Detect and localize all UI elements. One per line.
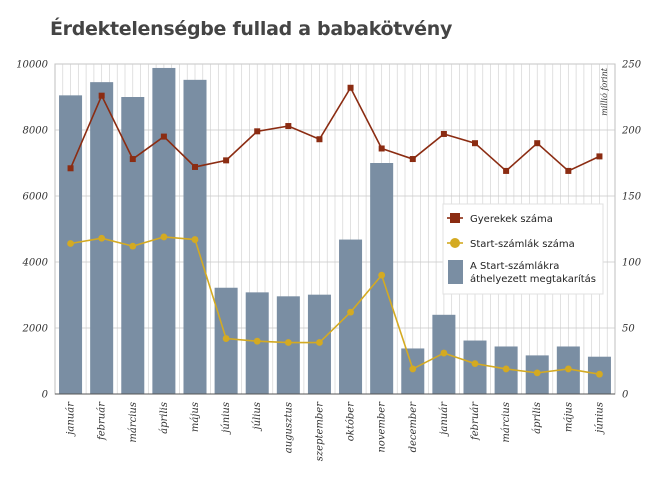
line-point — [284, 339, 292, 346]
x-tick-label: szeptember — [314, 401, 325, 461]
line-point — [316, 339, 323, 346]
line-point — [285, 123, 292, 130]
x-tick-label: május — [563, 402, 574, 432]
line-point — [160, 233, 168, 241]
x-tick-label: június — [221, 402, 232, 435]
right-tick-label: 250 — [621, 60, 642, 71]
legend-label: Start-számlák száma — [470, 238, 575, 250]
x-tick-label: december — [408, 401, 419, 453]
x-tick-label: március — [128, 402, 139, 443]
x-tick-label: július — [252, 402, 263, 432]
line-point — [316, 136, 323, 143]
bar — [339, 239, 363, 394]
series-line — [70, 236, 600, 375]
line-point — [409, 365, 417, 373]
legend-marker — [450, 213, 460, 223]
left-tick-label: 10000 — [16, 60, 48, 71]
line-point — [160, 133, 167, 140]
legend-swatch — [448, 260, 463, 284]
line-point — [67, 165, 74, 172]
line-point — [222, 335, 230, 342]
line-point — [129, 156, 136, 163]
x-tick-label: október — [346, 401, 357, 441]
line-point — [440, 130, 447, 137]
right-tick-label: 50 — [622, 324, 635, 335]
x-tick-label: január — [66, 401, 77, 437]
series-line — [69, 86, 600, 172]
line-point — [191, 236, 199, 243]
legend-box — [442, 203, 604, 295]
x-tick-label: március — [501, 402, 512, 443]
line-point — [98, 92, 105, 99]
right-axis-label: millió forint — [600, 67, 609, 115]
chart-title: Érdektelenségbe fullad a babakötvény — [50, 18, 453, 40]
line-point — [502, 365, 510, 373]
x-tick-label: január — [439, 401, 450, 437]
line-point — [471, 360, 479, 368]
right-tick-label: 0 — [622, 390, 629, 401]
legend-marker — [450, 238, 460, 248]
legend-label: A Start-számlákra áthelyezett megtakarítá… — [470, 260, 596, 285]
line-point — [378, 271, 386, 279]
legend: Gyerekek száma Start-számlák száma A Start… — [442, 203, 604, 295]
line-point — [596, 370, 603, 378]
x-tick-label: február — [470, 401, 481, 441]
line-point — [564, 365, 572, 373]
line-point — [347, 308, 354, 316]
line-point — [253, 337, 261, 345]
left-tick-label: 2000 — [22, 324, 49, 335]
x-tick-label: április — [159, 402, 170, 434]
line-point — [347, 84, 354, 91]
line-point — [533, 369, 541, 377]
line-point — [254, 128, 261, 135]
left-tick-label: 4000 — [22, 258, 49, 269]
right-tick-label: 100 — [622, 258, 642, 269]
line-point — [67, 240, 74, 247]
line-point — [223, 157, 230, 164]
bar — [463, 340, 487, 394]
line-point — [129, 242, 137, 250]
line-point — [596, 153, 603, 160]
line-point — [503, 167, 510, 174]
line-point — [534, 140, 541, 147]
line-point — [440, 349, 448, 357]
bar — [152, 67, 176, 395]
line-point — [565, 167, 572, 174]
line-point — [409, 156, 416, 163]
left-tick-label: 6000 — [23, 192, 49, 203]
left-tick-label: 0 — [42, 390, 49, 401]
legend-label: Gyerekek száma — [470, 213, 553, 225]
x-tick-label: május — [190, 402, 201, 432]
right-tick-label: 150 — [622, 192, 642, 203]
line-point — [472, 140, 478, 147]
right-tick-label: 200 — [621, 126, 642, 137]
left-tick-label: 8000 — [23, 126, 49, 137]
x-tick-label: június — [594, 402, 605, 435]
line-point — [98, 234, 106, 242]
x-tick-label: november — [377, 401, 388, 453]
x-tick-label: február — [97, 401, 108, 441]
x-tick-label: április — [532, 402, 543, 434]
line-point — [378, 145, 385, 152]
x-tick-label: augusztus — [283, 402, 294, 453]
line-point — [192, 163, 198, 170]
